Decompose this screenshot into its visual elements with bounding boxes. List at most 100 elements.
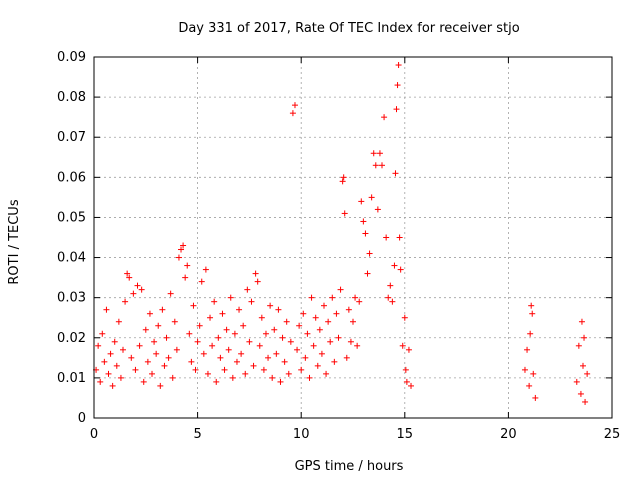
data-point bbox=[146, 310, 153, 317]
data-point bbox=[188, 358, 195, 365]
data-point bbox=[340, 174, 347, 181]
x-tick-label: 15 bbox=[397, 427, 414, 442]
data-point bbox=[252, 270, 259, 277]
data-point bbox=[366, 250, 373, 257]
data-point bbox=[385, 294, 392, 301]
data-point bbox=[277, 378, 284, 385]
y-tick-label: 0.01 bbox=[57, 371, 86, 386]
data-point bbox=[240, 322, 247, 329]
data-point bbox=[405, 346, 412, 353]
data-point bbox=[397, 266, 404, 273]
data-point bbox=[269, 374, 276, 381]
axis-ticks bbox=[93, 56, 613, 419]
chart-title: Day 331 of 2017, Rate Of TEC Index for r… bbox=[178, 21, 519, 36]
data-point bbox=[372, 162, 379, 169]
data-point bbox=[408, 382, 415, 389]
data-point bbox=[396, 234, 403, 241]
data-point bbox=[258, 314, 265, 321]
data-point bbox=[291, 102, 298, 109]
data-point bbox=[215, 334, 222, 341]
data-point bbox=[262, 330, 269, 337]
data-point bbox=[530, 370, 537, 377]
data-point bbox=[184, 262, 191, 269]
data-point bbox=[138, 286, 145, 293]
data-point bbox=[381, 114, 388, 121]
data-point bbox=[267, 302, 274, 309]
data-point bbox=[362, 230, 369, 237]
data-point bbox=[335, 334, 342, 341]
data-point bbox=[99, 330, 106, 337]
x-tick-labels: 0 5 10 15 20 25 bbox=[90, 427, 620, 442]
x-tick-label: 5 bbox=[193, 427, 201, 442]
data-point bbox=[173, 346, 180, 353]
data-point bbox=[347, 338, 354, 345]
data-point bbox=[149, 370, 156, 377]
data-point bbox=[312, 314, 319, 321]
data-point bbox=[333, 310, 340, 317]
data-point bbox=[339, 178, 346, 185]
data-point bbox=[126, 274, 133, 281]
data-point bbox=[528, 302, 535, 309]
data-point bbox=[376, 150, 383, 157]
data-point bbox=[169, 374, 176, 381]
data-point bbox=[211, 298, 218, 305]
y-tick-label: 0.08 bbox=[57, 90, 86, 105]
data-point bbox=[337, 286, 344, 293]
data-point bbox=[204, 370, 211, 377]
data-point bbox=[354, 342, 361, 349]
data-point bbox=[389, 298, 396, 305]
data-point bbox=[105, 370, 112, 377]
data-point bbox=[202, 266, 209, 273]
data-point bbox=[275, 306, 282, 313]
data-point bbox=[287, 338, 294, 345]
data-point bbox=[225, 346, 232, 353]
data-point bbox=[379, 162, 386, 169]
data-point bbox=[236, 306, 243, 313]
y-tick-label: 0.02 bbox=[57, 331, 86, 346]
data-point bbox=[302, 354, 309, 361]
data-point bbox=[111, 338, 118, 345]
data-point bbox=[289, 110, 296, 117]
data-point bbox=[521, 366, 528, 373]
data-point bbox=[364, 270, 371, 277]
data-point bbox=[343, 354, 350, 361]
data-point bbox=[132, 366, 139, 373]
data-point bbox=[256, 342, 263, 349]
data-point bbox=[370, 150, 377, 157]
data-point bbox=[250, 362, 257, 369]
y-tick-label: 0.04 bbox=[57, 251, 86, 266]
data-point bbox=[159, 306, 166, 313]
y-axis-label: ROTI / TECUs bbox=[7, 199, 22, 284]
data-point bbox=[120, 346, 127, 353]
x-tick-label: 20 bbox=[500, 427, 517, 442]
data-point bbox=[165, 354, 172, 361]
data-point bbox=[399, 342, 406, 349]
data-point bbox=[298, 366, 305, 373]
data-point bbox=[122, 298, 129, 305]
data-point bbox=[325, 318, 332, 325]
data-point bbox=[207, 314, 214, 321]
x-tick-label: 10 bbox=[293, 427, 310, 442]
data-point bbox=[182, 274, 189, 281]
data-point bbox=[136, 342, 143, 349]
data-point bbox=[213, 378, 220, 385]
data-point bbox=[231, 330, 238, 337]
data-point bbox=[394, 82, 401, 89]
data-point bbox=[341, 210, 348, 217]
y-tick-label: 0.06 bbox=[57, 170, 86, 185]
data-point bbox=[356, 298, 363, 305]
data-point bbox=[144, 358, 151, 365]
data-point bbox=[374, 206, 381, 213]
y-tick-label: 0 bbox=[78, 411, 86, 426]
data-point bbox=[134, 282, 141, 289]
data-point bbox=[584, 370, 591, 377]
y-tick-label: 0.05 bbox=[57, 210, 86, 225]
data-point bbox=[327, 338, 334, 345]
data-point bbox=[117, 374, 124, 381]
data-point bbox=[578, 318, 585, 325]
data-point bbox=[402, 366, 409, 373]
data-point bbox=[391, 262, 398, 269]
data-point bbox=[260, 366, 267, 373]
grid-lines bbox=[94, 57, 612, 418]
